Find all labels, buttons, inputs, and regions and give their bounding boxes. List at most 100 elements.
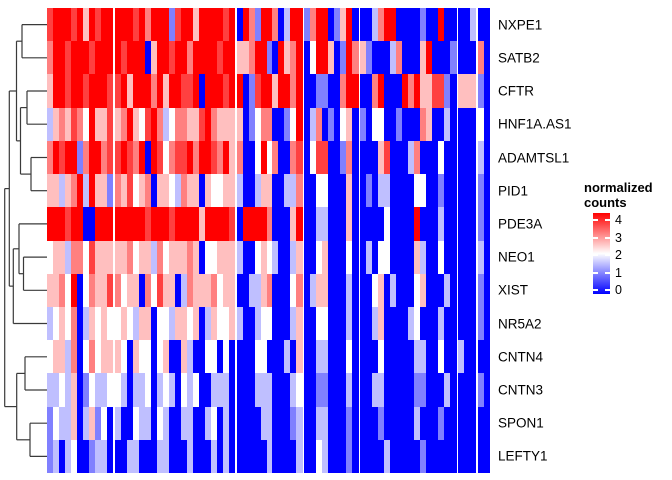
heatmap-cell	[316, 107, 323, 142]
heatmap-cell	[138, 340, 146, 374]
heatmap-cell	[64, 107, 72, 142]
heatmap-cell	[216, 439, 224, 474]
heatmap-cell	[272, 406, 279, 441]
heatmap-cell	[174, 273, 182, 308]
heatmap-cell	[420, 207, 427, 241]
heatmap-cell	[150, 340, 158, 374]
heatmap-cell	[340, 373, 347, 408]
heatmap-cell	[396, 140, 403, 175]
heatmap-cell	[236, 273, 243, 308]
heatmap-cell	[248, 74, 255, 109]
heatmap-cell	[82, 373, 90, 408]
heatmap-cell	[58, 439, 66, 474]
heatmap-cell	[70, 207, 78, 241]
heatmap-cell	[438, 140, 445, 175]
heatmap-cell	[168, 207, 176, 241]
heatmap-cell	[478, 439, 485, 474]
heatmap-cell	[52, 74, 60, 109]
heatmap-cell	[266, 240, 273, 275]
heatmap-cell	[396, 406, 403, 441]
heatmap-cell	[94, 340, 102, 374]
heatmap-cell	[408, 306, 415, 341]
heatmap-cell	[290, 240, 297, 275]
heatmap-cell	[150, 74, 158, 109]
heatmap-cell	[384, 74, 391, 109]
heatmap-cell	[82, 174, 90, 208]
heatmap-cell	[272, 140, 279, 175]
heatmap-cell	[192, 107, 200, 142]
heatmap-cell	[216, 373, 224, 408]
heatmap-cell	[260, 240, 267, 275]
heatmap-cell	[150, 240, 158, 275]
heatmap-cell	[266, 340, 273, 374]
heatmap-cell	[248, 207, 255, 241]
heatmap-cell	[156, 107, 164, 142]
heatmap-cell	[106, 240, 114, 275]
heatmap-cell	[316, 207, 323, 241]
heatmap-cell	[52, 340, 60, 374]
heatmap-cell	[162, 306, 170, 341]
heatmap-cell	[100, 273, 108, 308]
heatmap-cell	[278, 273, 285, 308]
heatmap-cell	[192, 74, 200, 109]
heatmap-cell	[366, 373, 373, 408]
heatmap-cell	[458, 373, 465, 408]
heatmap-cell	[272, 373, 279, 408]
heatmap-cell	[168, 8, 176, 42]
heatmap-cell	[310, 174, 317, 208]
heatmap-cell	[228, 107, 236, 142]
heatmap-cell	[450, 207, 457, 241]
heatmap-cell	[420, 41, 427, 75]
heatmap-cell	[144, 107, 152, 142]
heatmap-cell	[180, 207, 188, 241]
heatmap-cell	[478, 174, 485, 208]
heatmap-cell	[76, 306, 84, 341]
heatmap-cell	[272, 107, 279, 142]
heatmap-cell	[464, 439, 471, 474]
heatmap-cell	[346, 439, 353, 474]
heatmap-cell	[180, 406, 188, 441]
heatmap-cell	[464, 406, 471, 441]
heatmap-cell	[420, 406, 427, 441]
heatmap-cell	[414, 273, 421, 308]
heatmap-cell	[334, 207, 341, 241]
heatmap-cell	[340, 240, 347, 275]
heatmap-cell	[346, 207, 353, 241]
heatmap-cell	[58, 406, 66, 441]
heatmap-cell	[284, 439, 291, 474]
heatmap-cell	[432, 439, 439, 474]
heatmap-cell	[150, 207, 158, 241]
heatmap-cell	[126, 340, 134, 374]
heatmap-cell	[272, 174, 279, 208]
heatmap-cell	[290, 273, 297, 308]
heatmap-cell	[432, 406, 439, 441]
heatmap-cell	[402, 174, 409, 208]
heatmap-cell	[120, 340, 128, 374]
heatmap-cell	[316, 41, 323, 75]
heatmap-cell	[88, 273, 96, 308]
heatmap-cell	[210, 207, 218, 241]
heatmap-cell	[352, 107, 359, 142]
heatmap-cell	[360, 74, 367, 109]
heatmap-cell	[438, 439, 445, 474]
heatmap-cell	[444, 306, 451, 341]
heatmap-cell	[162, 174, 170, 208]
heatmap-cell	[390, 406, 397, 441]
gene-label-adamtsl1: ADAMTSL1	[498, 150, 570, 165]
heatmap-cell	[76, 140, 84, 175]
heatmap-cell	[198, 273, 206, 308]
gene-label-spon1: SPON1	[498, 415, 544, 431]
heatmap-cell	[438, 340, 445, 374]
heatmap-cell	[284, 306, 291, 341]
heatmap-cell	[346, 273, 353, 308]
heatmap-cell	[150, 406, 158, 441]
heatmap-cell	[484, 306, 491, 341]
heatmap-cell	[366, 306, 373, 341]
heatmap-cell	[484, 406, 491, 441]
heatmap-cell	[352, 74, 359, 109]
heatmap-cell	[64, 74, 72, 109]
heatmap-cell	[180, 306, 188, 341]
heatmap-cell	[426, 373, 433, 408]
heatmap-cell	[310, 406, 317, 441]
heatmap-cell	[304, 406, 311, 441]
